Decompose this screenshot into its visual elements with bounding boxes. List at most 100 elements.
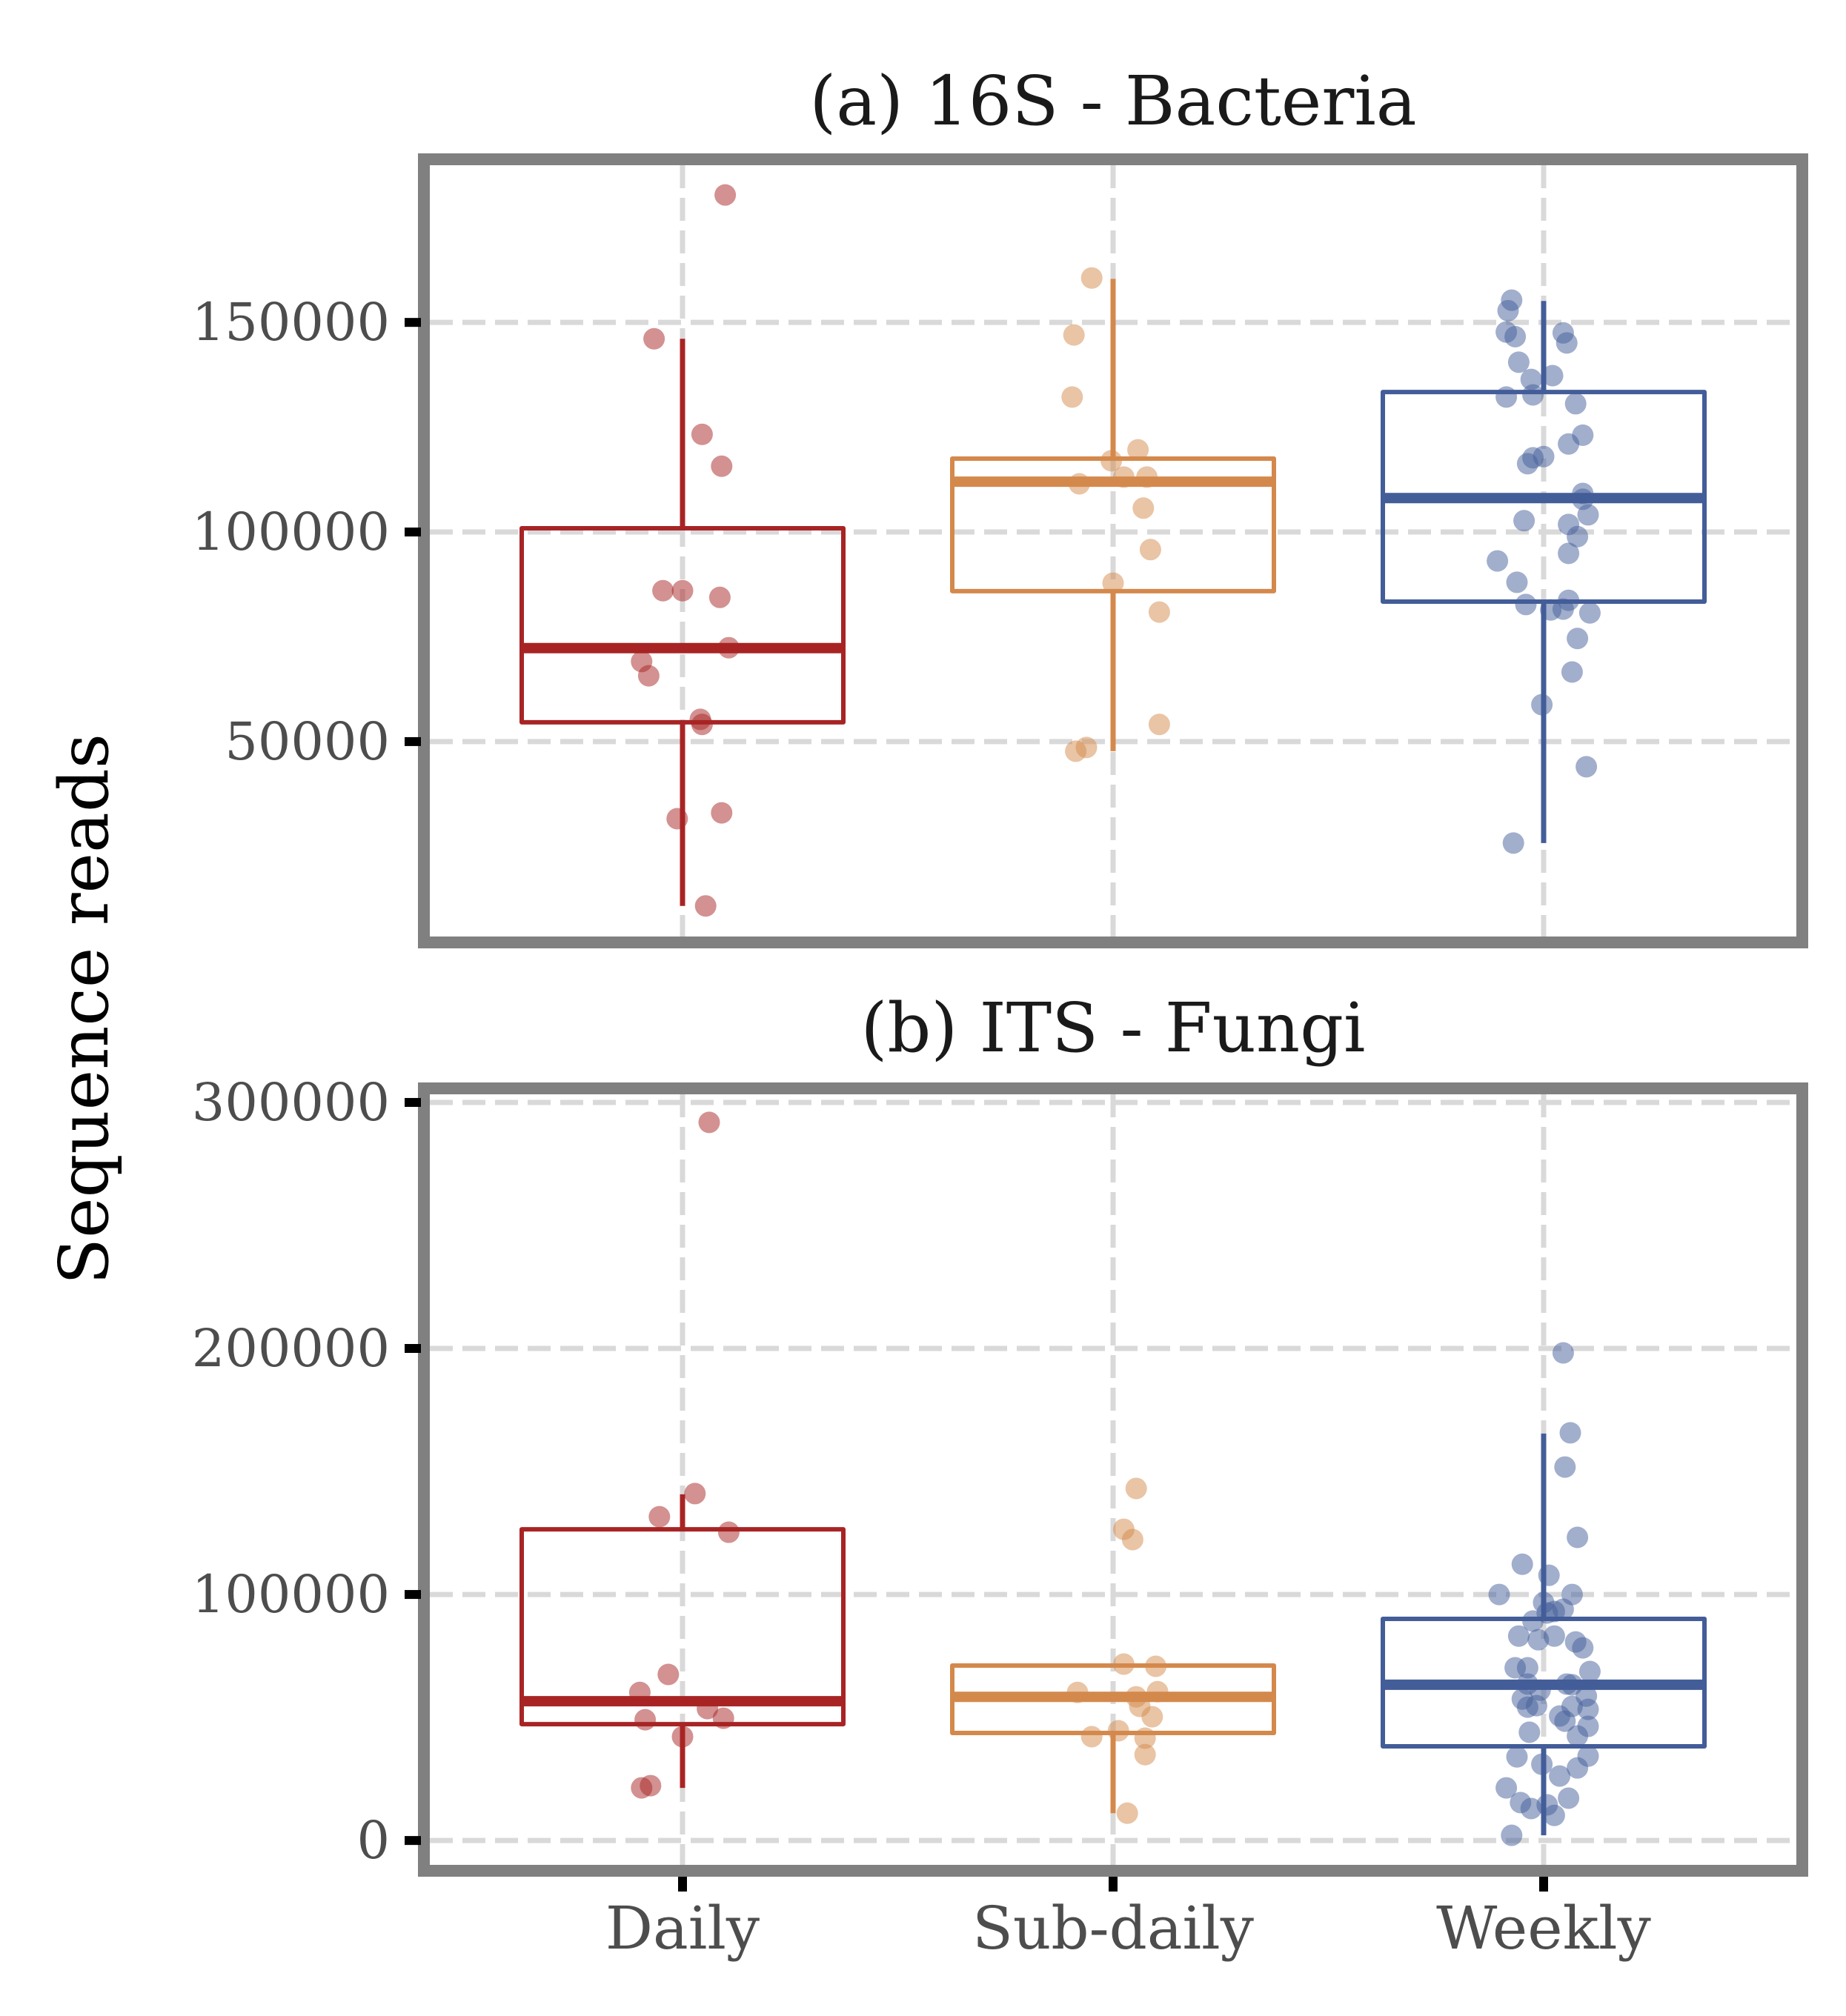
- y-tick-label: 0: [356, 1810, 390, 1871]
- data-point: [671, 579, 694, 602]
- data-point: [1507, 351, 1530, 373]
- panel-frame: [418, 1082, 1808, 1877]
- data-point: [634, 1709, 657, 1731]
- y-tick-label: 300000: [192, 1072, 390, 1133]
- x-tick-label-sub-daily: Sub-daily: [972, 1894, 1254, 1963]
- data-point: [708, 586, 731, 608]
- data-point: [1516, 453, 1538, 475]
- y-tick-label: 150000: [192, 292, 390, 353]
- data-point: [1520, 368, 1542, 390]
- data-point: [1061, 386, 1083, 408]
- data-point: [1139, 539, 1161, 561]
- data-point: [1558, 433, 1580, 455]
- data-point: [694, 895, 717, 917]
- x-tick-mark: [1539, 1877, 1548, 1892]
- data-point: [1567, 628, 1589, 650]
- data-point: [1497, 299, 1519, 322]
- data-point: [1527, 1629, 1550, 1651]
- y-axis-title: Sequence reads: [44, 733, 124, 1285]
- data-point: [1488, 1583, 1510, 1606]
- panel-a: (a) 16S - Bacteria 50000 100000 150000: [192, 61, 1808, 948]
- data-point: [1068, 473, 1090, 495]
- data-point: [1543, 1625, 1565, 1647]
- y-tick-mark: [405, 736, 421, 746]
- data-point: [1125, 1477, 1147, 1500]
- data-point: [691, 713, 713, 736]
- data-point: [1541, 365, 1564, 387]
- box-sub-daily: [950, 267, 1276, 762]
- data-point: [1511, 1553, 1533, 1575]
- data-point: [1554, 1710, 1576, 1732]
- data-point: [1567, 1725, 1589, 1747]
- data-point: [1487, 550, 1509, 572]
- data-point: [714, 184, 737, 206]
- data-point: [711, 455, 733, 477]
- data-point: [671, 1726, 694, 1748]
- data-point: [1578, 602, 1601, 624]
- y-tick-label: 200000: [192, 1318, 390, 1379]
- box-weekly: [1381, 1342, 1707, 1846]
- y-tick-mark: [405, 1836, 421, 1846]
- data-point: [1100, 450, 1123, 472]
- data-point: [1558, 542, 1580, 565]
- data-point: [1107, 1720, 1129, 1742]
- y-tick-label: 100000: [192, 1564, 390, 1625]
- data-point: [1543, 1804, 1565, 1826]
- data-point: [1515, 593, 1537, 616]
- data-point: [1501, 1824, 1523, 1846]
- data-point: [1132, 497, 1155, 519]
- data-point: [717, 1521, 740, 1543]
- data-point: [652, 579, 674, 602]
- data-point: [637, 665, 660, 687]
- panel-frame: [418, 153, 1808, 948]
- data-point: [1112, 466, 1135, 488]
- data-point: [1567, 1757, 1589, 1779]
- data-point: [1564, 393, 1587, 415]
- data-point: [1554, 1456, 1576, 1478]
- panel-title: (a) 16S - Bacteria: [809, 61, 1416, 141]
- box-sub-daily: [950, 1477, 1276, 1824]
- data-point: [1520, 1797, 1542, 1820]
- data-point: [1549, 1765, 1571, 1787]
- box-iqr: [519, 1527, 846, 1727]
- data-point: [1112, 1653, 1135, 1675]
- data-point: [1531, 1753, 1553, 1775]
- data-point: [1134, 1727, 1156, 1749]
- panel-title: (b) ITS - Fungi: [861, 988, 1366, 1068]
- data-point: [1567, 525, 1589, 548]
- data-point: [1558, 1787, 1580, 1809]
- y-tick-mark: [405, 528, 421, 537]
- data-point: [657, 1663, 680, 1686]
- data-point: [1148, 713, 1170, 736]
- data-point: [1506, 571, 1528, 593]
- data-point: [1136, 466, 1158, 488]
- data-point: [1063, 324, 1085, 346]
- data-point: [1102, 572, 1124, 594]
- x-tick-label-weekly: Weekly: [1436, 1894, 1651, 1963]
- data-point: [697, 1697, 719, 1720]
- data-point: [711, 802, 733, 824]
- data-point: [1141, 1706, 1163, 1728]
- data-point: [698, 1111, 720, 1134]
- data-point: [1578, 1660, 1601, 1683]
- data-point: [1522, 384, 1544, 406]
- data-point: [1552, 1342, 1574, 1364]
- data-point: [1506, 1746, 1528, 1768]
- data-point: [691, 423, 713, 445]
- data-point: [1522, 1610, 1544, 1632]
- data-point: [1495, 1777, 1518, 1799]
- x-tick-mark: [1109, 1877, 1118, 1892]
- data-point: [1576, 756, 1598, 778]
- data-point: [1513, 510, 1535, 532]
- data-point: [1148, 601, 1170, 623]
- data-point: [1561, 661, 1583, 683]
- y-tick-mark: [405, 1590, 421, 1600]
- data-point: [1577, 1698, 1599, 1720]
- data-point: [1495, 386, 1518, 408]
- data-point: [648, 1506, 671, 1528]
- data-point: [1080, 1726, 1103, 1748]
- data-point: [1116, 1802, 1138, 1824]
- box-daily: [519, 1111, 846, 1799]
- box-iqr: [519, 525, 846, 725]
